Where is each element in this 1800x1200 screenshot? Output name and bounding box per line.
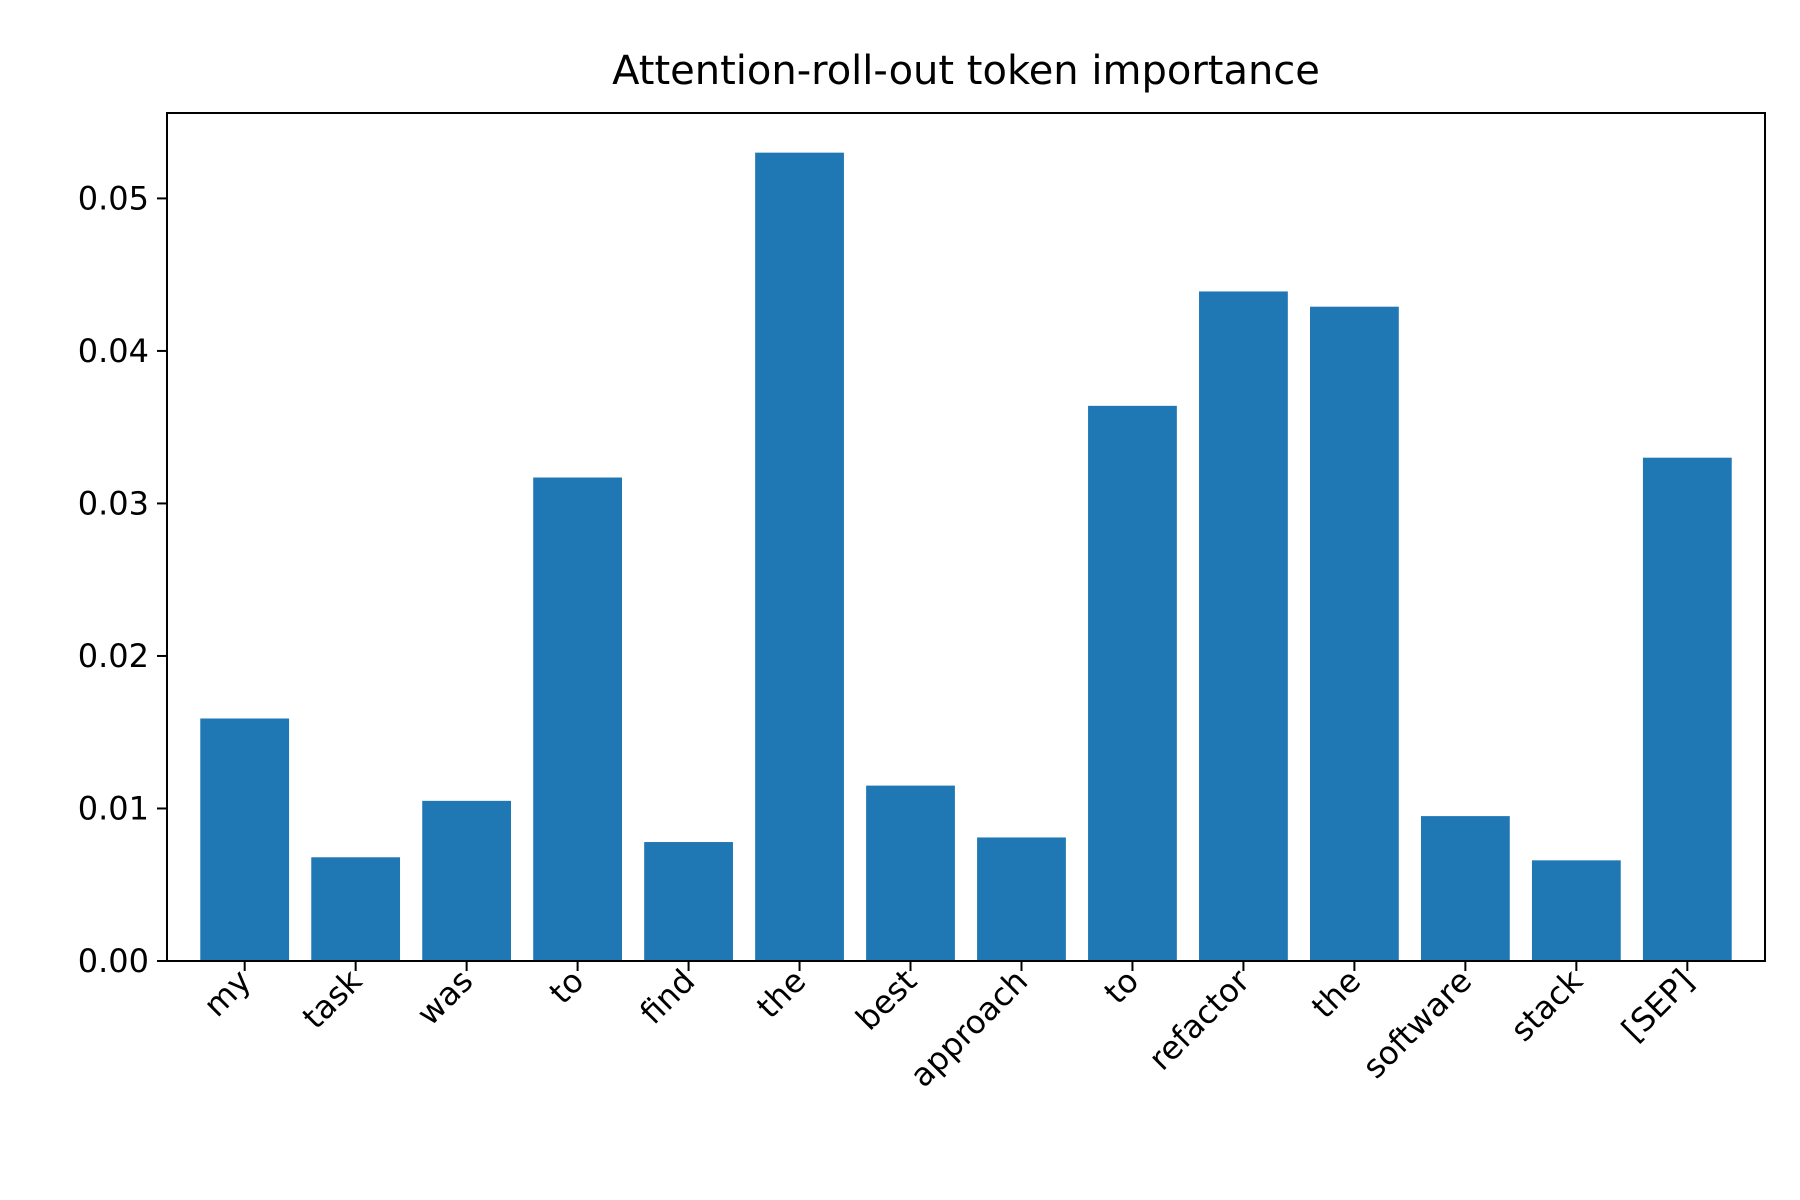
y-axis: 0.00 0.01 0.02 0.03 0.04 0.05 <box>78 179 167 980</box>
x-tick-label: refactor <box>1141 961 1257 1077</box>
x-tick-label: my <box>196 962 258 1024</box>
bar-12 <box>1531 860 1621 961</box>
bar-6 <box>866 785 955 961</box>
bar-9 <box>1199 291 1288 961</box>
y-tick-label: 0.02 <box>78 637 149 675</box>
x-tick-label: best <box>848 962 924 1038</box>
bar-7 <box>977 837 1066 961</box>
bars-layer <box>200 152 1732 962</box>
y-tick-label: 0.01 <box>78 789 149 827</box>
bar-1 <box>311 857 401 961</box>
x-tick-label: was <box>409 962 480 1033</box>
bar-8 <box>1088 405 1177 961</box>
x-tick-label: to <box>1097 962 1147 1012</box>
bar-4 <box>644 842 733 961</box>
x-tick-label: [SEP] <box>1614 962 1701 1049</box>
x-tick-label: to <box>542 962 592 1012</box>
y-tick-label: 0.04 <box>78 332 149 370</box>
bar-2 <box>422 800 512 961</box>
x-tick-label: task <box>295 961 370 1036</box>
x-tick-label: approach <box>902 962 1035 1095</box>
bar-3 <box>533 477 622 961</box>
y-tick-label: 0.00 <box>78 942 149 980</box>
y-tick-label: 0.03 <box>78 484 149 522</box>
bar-5 <box>755 152 844 962</box>
chart-title: Attention-roll-out token importance <box>612 48 1320 94</box>
x-tick-label: find <box>632 962 702 1032</box>
bar-10 <box>1310 306 1399 961</box>
y-tick-label: 0.05 <box>78 179 149 217</box>
bar-11 <box>1420 816 1510 961</box>
x-tick-label: the <box>1304 962 1368 1026</box>
x-tick-label: stack <box>1503 961 1590 1048</box>
x-tick-label: the <box>749 962 813 1026</box>
bar-0 <box>200 718 290 961</box>
plot-frame <box>166 112 1766 962</box>
bar-13 <box>1642 457 1732 961</box>
x-tick-label: software <box>1355 962 1479 1086</box>
